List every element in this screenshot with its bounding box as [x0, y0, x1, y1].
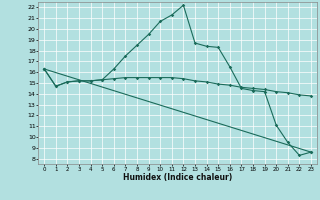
X-axis label: Humidex (Indice chaleur): Humidex (Indice chaleur) [123, 173, 232, 182]
